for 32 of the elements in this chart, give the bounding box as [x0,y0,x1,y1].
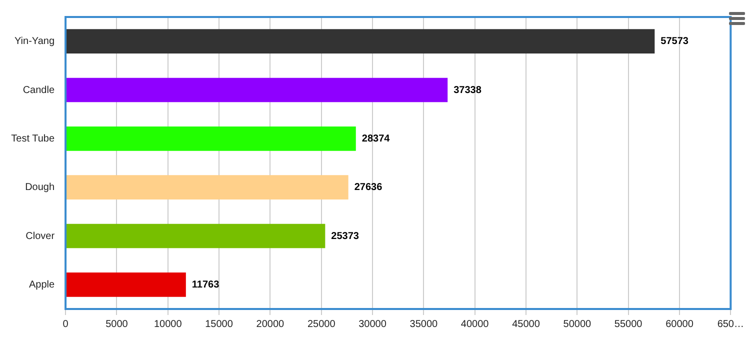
x-tick-label: 20000 [256,318,285,330]
y-tick-label: Candle [22,84,55,96]
y-tick-label: Dough [25,182,55,194]
y-tick-label: Test Tube [11,133,55,144]
x-tick-label: 15000 [205,318,234,330]
x-tick-label: 55000 [614,318,643,330]
y-tick-label: Yin-Yang [14,36,55,48]
bar [66,272,186,297]
y-tick-label: Clover [26,230,56,242]
bar [66,224,326,248]
x-tick-label: 5000 [106,318,128,330]
bar [66,175,348,200]
x-tick-label: 50000 [563,318,592,330]
x-tick-label: 30000 [358,318,387,330]
data-label: 27636 [354,182,383,194]
x-tick-label: 10000 [154,318,182,330]
data-label: 57573 [660,36,689,48]
data-label: 11763 [192,279,220,290]
data-label: 28374 [362,133,390,144]
x-tick-label: 60000 [666,318,694,330]
x-tick-label: 45000 [512,318,540,330]
y-tick-label: Apple [28,279,55,290]
bar [66,29,655,54]
x-tick-label: 40000 [460,318,490,330]
x-tick-label: 35000 [410,318,438,330]
x-tick-label: 25000 [307,318,336,330]
data-label: 25373 [331,230,360,242]
x-tick-label: 650… [717,318,744,330]
bar [66,78,448,102]
x-tick-label: 0 [62,318,69,330]
data-label: 37338 [454,84,482,96]
bar [66,126,356,151]
